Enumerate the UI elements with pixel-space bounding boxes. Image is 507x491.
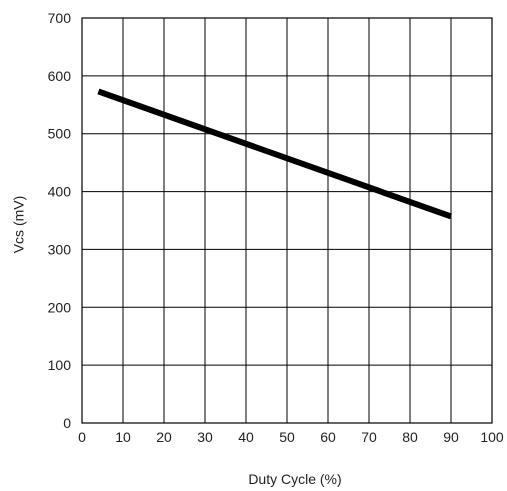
y-axis-tick-labels: 0 100 200 300 400 500 600 700 [48,10,72,431]
y-tick-label: 500 [48,126,72,142]
y-tick-label: 200 [48,299,72,315]
y-tick-label: 0 [63,415,71,431]
x-tick-label: 10 [115,429,131,445]
y-tick-label: 700 [48,10,72,26]
x-tick-label: 80 [402,429,418,445]
x-tick-label: 90 [443,429,459,445]
y-tick-label: 300 [48,241,72,257]
plot-frame [81,17,493,424]
series-layer [97,88,453,220]
series-line-0 [97,88,453,220]
y-tick-label: 400 [48,184,72,200]
y-tick-label: 600 [48,68,72,84]
x-tick-label: 40 [238,429,254,445]
x-tick-label: 30 [197,429,213,445]
x-tick-label: 100 [480,429,504,445]
x-axis-tick-labels: 0 10 20 30 40 50 60 70 80 90 100 [78,429,504,445]
x-tick-label: 20 [156,429,172,445]
x-tick-label: 50 [279,429,295,445]
x-tick-label: 60 [320,429,336,445]
x-axis-title: Duty Cycle (%) [248,471,341,487]
y-tick-label: 100 [48,357,72,373]
x-tick-label: 70 [361,429,377,445]
y-axis-title: Vcs (mV) [11,196,27,254]
grid-lines [81,17,493,424]
x-tick-label: 0 [78,429,86,445]
